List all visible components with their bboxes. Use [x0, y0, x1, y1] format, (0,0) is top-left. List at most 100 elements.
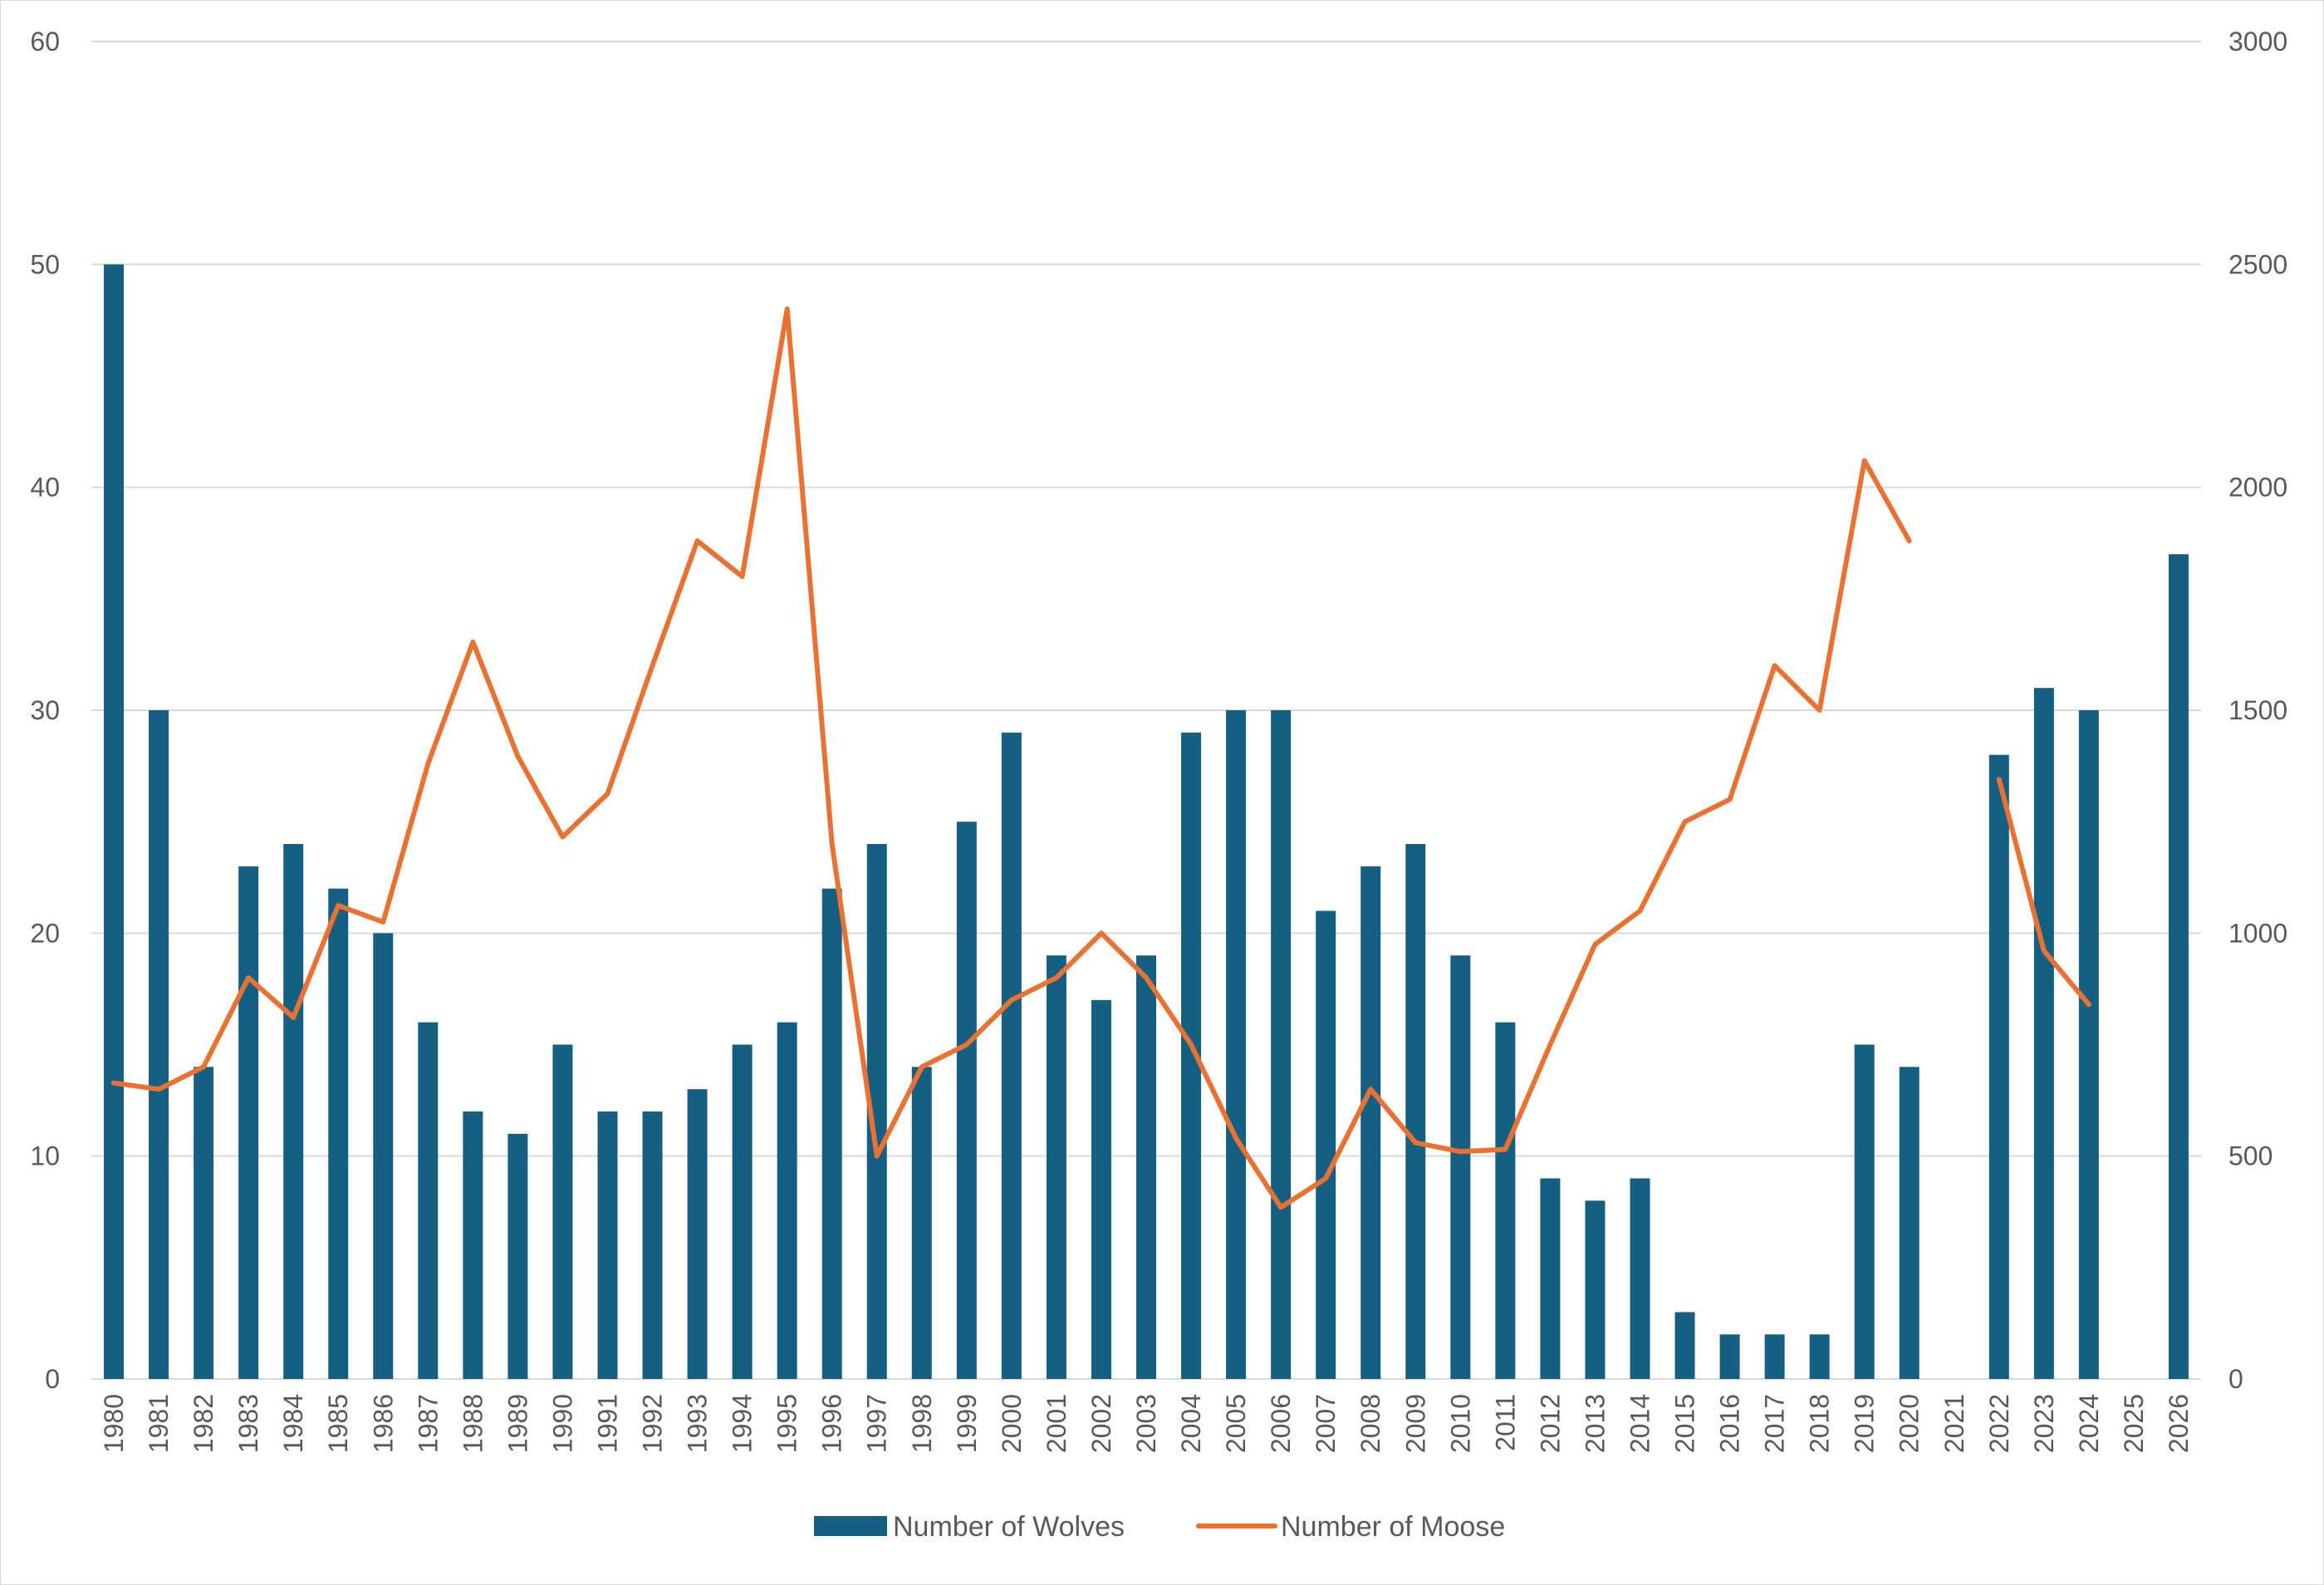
left-tick-label: 30	[30, 695, 60, 725]
right-axis-ticks: 0 500 1000 1500 2000 2500 3000	[2228, 27, 2287, 1394]
left-tick-label: 60	[30, 27, 60, 56]
x-tick-label: 2016	[1715, 1394, 1745, 1453]
x-tick-label: 1980	[99, 1394, 129, 1453]
bar-wolves-1986	[373, 933, 394, 1379]
right-tick-label: 0	[2228, 1364, 2243, 1394]
bar-wolves-2014	[1630, 1178, 1650, 1379]
x-tick-label: 1997	[862, 1394, 892, 1453]
bar-wolves-1991	[597, 1111, 618, 1379]
x-tick-label: 2011	[1490, 1394, 1520, 1451]
x-tick-label: 2021	[1939, 1394, 1969, 1453]
bar-wolves-1984	[283, 844, 304, 1379]
bar-wolves-2001	[1046, 955, 1066, 1379]
right-tick-label: 2500	[2228, 249, 2287, 279]
x-tick-label: 2024	[2074, 1394, 2104, 1453]
x-tick-label: 2019	[1850, 1394, 1880, 1453]
x-tick-label: 2009	[1400, 1394, 1430, 1453]
bar-wolves-2022	[1988, 754, 2009, 1379]
x-tick-label: 1982	[189, 1394, 218, 1453]
x-tick-label: 1995	[772, 1394, 802, 1453]
bar-wolves-2006	[1271, 710, 1292, 1379]
bar-wolves-2010	[1450, 955, 1471, 1379]
bar-wolves-2016	[1719, 1334, 1740, 1379]
bar-wolves-2011	[1495, 1022, 1516, 1379]
x-tick-label: 1988	[458, 1394, 488, 1453]
bar-wolves-2009	[1405, 844, 1426, 1379]
x-tick-label: 2007	[1311, 1394, 1341, 1453]
x-axis-ticks: 1980 1981 1982 1983 1984 1985 1986 1987 1988 1989…	[99, 1394, 2194, 1453]
bar-wolves-1983	[238, 866, 259, 1379]
x-tick-label: 1984	[278, 1394, 308, 1453]
x-tick-label: 2025	[2119, 1394, 2149, 1453]
bar-wolves-2017	[1764, 1334, 1785, 1379]
x-tick-label: 2026	[2164, 1394, 2194, 1453]
bar-wolves-1987	[418, 1022, 439, 1379]
x-tick-label: 1998	[907, 1394, 937, 1453]
bar-wolves-2013	[1585, 1200, 1606, 1379]
legend-swatch-wolves	[814, 1516, 887, 1536]
right-tick-label: 500	[2228, 1141, 2273, 1171]
x-tick-label: 2015	[1670, 1394, 1700, 1453]
left-tick-label: 10	[30, 1141, 60, 1171]
x-tick-label: 1986	[368, 1394, 398, 1453]
left-tick-label: 20	[30, 918, 60, 948]
bar-wolves-2012	[1540, 1178, 1561, 1379]
x-tick-label: 2003	[1131, 1394, 1161, 1453]
x-tick-label: 2017	[1760, 1394, 1790, 1453]
legend-label-moose: Number of Moose	[1281, 1511, 1505, 1543]
bar-wolves-1996	[821, 888, 842, 1379]
bar-wolves-1990	[552, 1044, 573, 1379]
bar-wolves-2003	[1136, 955, 1156, 1379]
x-tick-label: 2020	[1895, 1394, 1924, 1453]
bar-wolves-2018	[1809, 1334, 1830, 1379]
x-tick-label: 2005	[1221, 1394, 1251, 1453]
bar-wolves-2007	[1316, 910, 1336, 1379]
x-tick-label: 2022	[1984, 1394, 2014, 1453]
x-tick-label: 1990	[547, 1394, 577, 1453]
bar-wolves-2005	[1226, 710, 1247, 1379]
x-tick-label: 1981	[144, 1394, 174, 1453]
x-tick-label: 2000	[997, 1394, 1027, 1453]
gridlines	[91, 41, 2201, 1380]
x-tick-label: 2013	[1580, 1394, 1610, 1453]
x-tick-label: 2002	[1086, 1394, 1116, 1453]
bar-wolves-1988	[463, 1111, 483, 1379]
right-tick-label: 2000	[2228, 473, 2287, 503]
bar-wolves-1982	[194, 1067, 214, 1379]
x-tick-label: 2001	[1042, 1394, 1071, 1453]
x-tick-label: 1994	[728, 1394, 758, 1453]
right-tick-label: 1000	[2228, 918, 2287, 948]
legend: Number of Wolves Number of Moose	[814, 1511, 1505, 1543]
x-tick-label: 2004	[1176, 1394, 1206, 1453]
bar-wolves-1992	[642, 1111, 663, 1379]
left-axis-ticks: 0 10 20 30 40 50 60	[30, 27, 60, 1394]
left-tick-label: 0	[45, 1364, 60, 1394]
x-tick-label: 1983	[233, 1394, 263, 1453]
left-tick-label: 40	[30, 473, 60, 503]
x-tick-label: 1985	[323, 1394, 353, 1453]
moose-line-segment	[111, 307, 1912, 1210]
bar-wolves-1989	[507, 1133, 528, 1379]
right-tick-label: 1500	[2228, 695, 2287, 725]
bar-wolves-2026	[2168, 554, 2189, 1379]
right-tick-label: 3000	[2228, 27, 2287, 56]
x-tick-label: 2012	[1535, 1394, 1565, 1453]
wolves-bars	[104, 264, 2189, 1379]
bar-wolves-1985	[328, 888, 349, 1379]
x-tick-label: 1999	[952, 1394, 982, 1453]
bar-wolves-2002	[1091, 999, 1111, 1379]
x-tick-label: 1993	[683, 1394, 713, 1453]
x-tick-label: 1991	[592, 1394, 622, 1453]
bar-wolves-2000	[1001, 732, 1022, 1379]
left-tick-label: 50	[30, 249, 60, 279]
legend-label-wolves: Number of Wolves	[893, 1511, 1125, 1543]
x-tick-label: 1987	[413, 1394, 443, 1453]
bar-wolves-2024	[2078, 710, 2099, 1379]
x-tick-label: 1989	[503, 1394, 532, 1453]
bar-wolves-1999	[956, 822, 977, 1379]
x-tick-label: 2008	[1356, 1394, 1385, 1453]
bar-wolves-1980	[104, 264, 125, 1379]
x-tick-label: 2010	[1445, 1394, 1475, 1453]
bar-wolves-2019	[1854, 1044, 1875, 1379]
